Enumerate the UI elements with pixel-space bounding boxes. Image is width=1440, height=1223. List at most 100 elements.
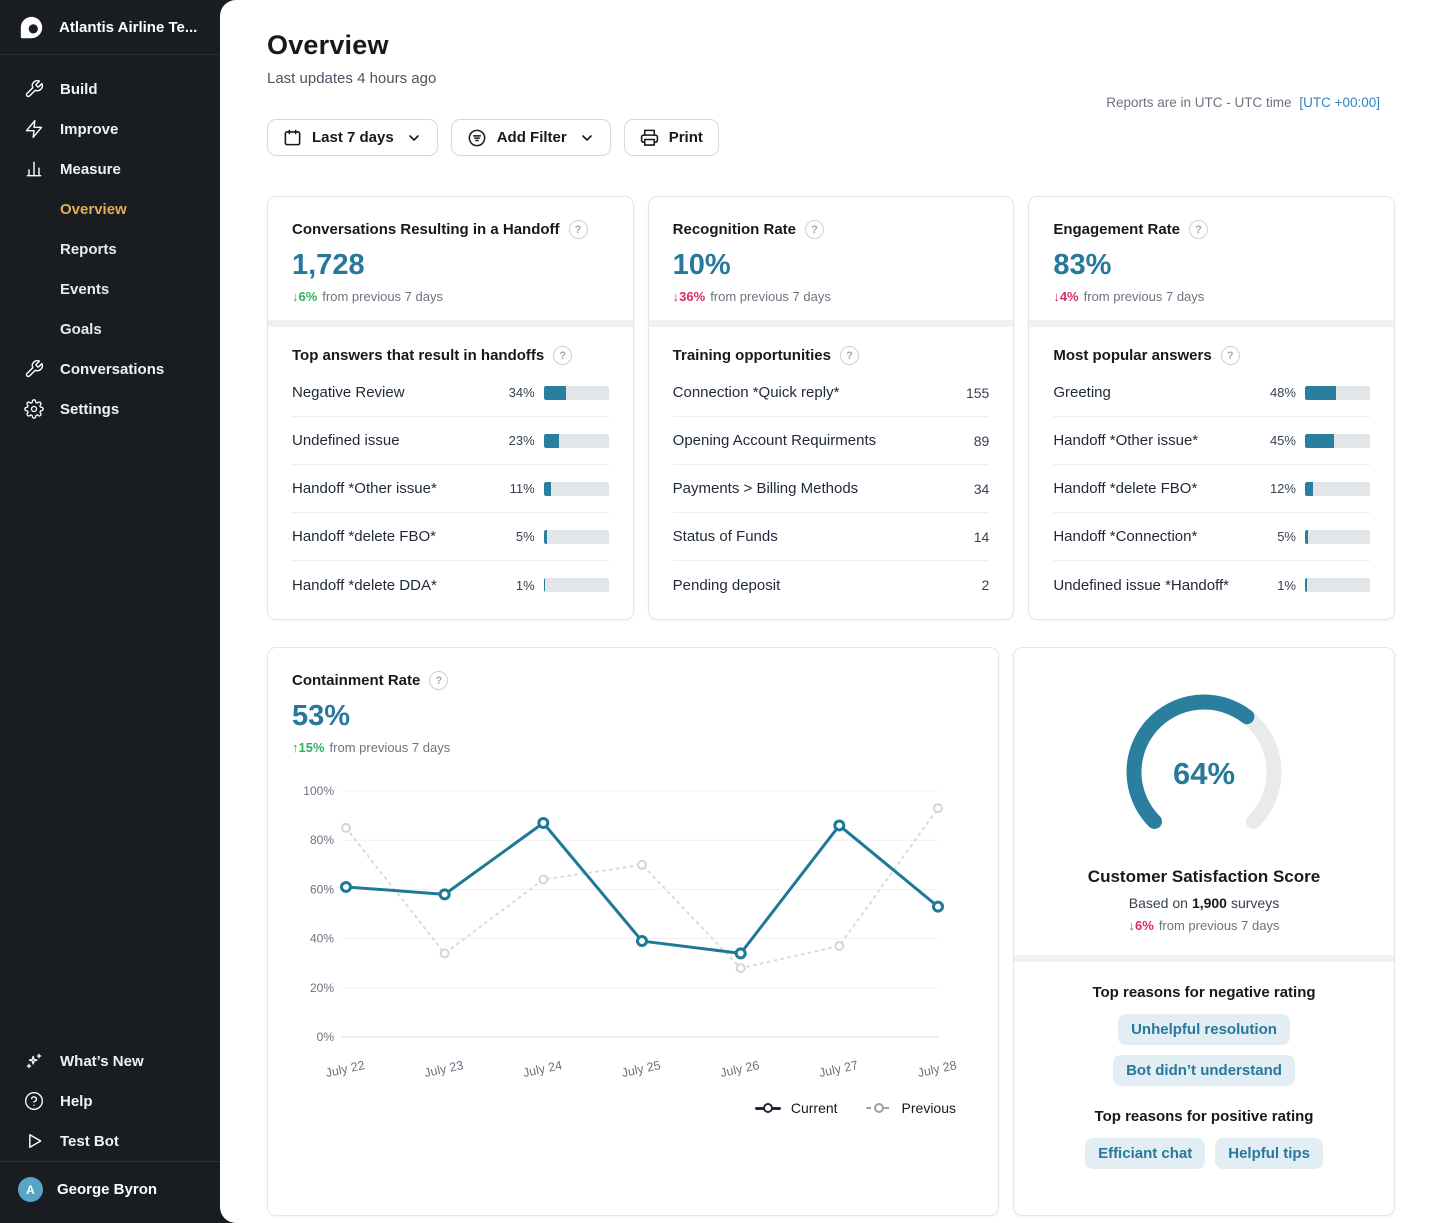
list-item[interactable]: Handoff *Connection* 5%: [1053, 513, 1370, 561]
legend-label: Previous: [902, 1100, 956, 1116]
sidebar-item-overview[interactable]: Overview: [0, 189, 220, 229]
workspace-switcher[interactable]: Atlantis Airline Te...: [0, 0, 220, 54]
section-title: Top answers that result in handoffs: [292, 347, 544, 364]
help-icon[interactable]: ?: [429, 671, 448, 690]
delta-value: ↓36%: [673, 289, 706, 304]
svg-text:July 27: July 27: [818, 1058, 860, 1080]
help-icon[interactable]: ?: [1189, 220, 1208, 239]
main-content: Overview Last updates 4 hours ago Report…: [220, 0, 1440, 1223]
percentage-bar: [1305, 386, 1370, 400]
containment-card: Containment Rate ? 53% ↑15%from previous…: [267, 647, 999, 1216]
sidebar-item-goals[interactable]: Goals: [0, 309, 220, 349]
list-item[interactable]: Status of Funds14: [673, 513, 990, 561]
delta-suffix: from previous 7 days: [1159, 918, 1280, 933]
metric-title: Conversations Resulting in a Handoff: [292, 221, 560, 238]
gauge-chart: 64%: [1104, 684, 1304, 846]
toolbar: Last 7 days Add Filter Print: [267, 119, 1395, 156]
sidebar-item-label: Settings: [60, 401, 119, 418]
date-range-button[interactable]: Last 7 days: [267, 119, 438, 156]
answer-pct: 5%: [1266, 529, 1296, 544]
reason-tag: Bot didn’t understand: [1113, 1055, 1295, 1086]
answer-pct: 1%: [1266, 578, 1296, 593]
timezone-link[interactable]: [UTC +00:00]: [1299, 95, 1380, 110]
section-title: Training opportunities: [673, 347, 831, 364]
help-icon[interactable]: ?: [840, 346, 859, 365]
reason-tag: Unhelpful resolution: [1118, 1014, 1290, 1045]
csat-card: 64% Customer Satisfaction Score Based on…: [1013, 647, 1395, 1216]
conversations-icon: [24, 359, 44, 379]
lightning-icon: [24, 119, 44, 139]
svg-text:July 24: July 24: [522, 1058, 564, 1080]
sidebar-item-measure[interactable]: Measure: [0, 149, 220, 189]
sidebar-item-settings[interactable]: Settings: [0, 389, 220, 429]
list-item[interactable]: Handoff *delete FBO*5%: [292, 513, 609, 561]
list-item[interactable]: Undefined issue *Handoff*1%: [1053, 561, 1370, 609]
metric-delta: ↓6%from previous 7 days: [292, 289, 609, 304]
svg-text:July 28: July 28: [916, 1058, 958, 1080]
percentage-bar: [1305, 482, 1370, 496]
sidebar-item-test-bot[interactable]: Test Bot: [0, 1121, 220, 1161]
legend-item-previous[interactable]: Previous: [866, 1100, 956, 1116]
workspace-name: Atlantis Airline Te...: [59, 19, 197, 36]
sidebar-footer: What’s New Help Test Bot A George Byron: [0, 1041, 220, 1223]
svg-text:0%: 0%: [317, 1030, 335, 1044]
answer-label: Greeting: [1053, 384, 1111, 401]
help-icon[interactable]: ?: [553, 346, 572, 365]
answer-label: Handoff *delete DDA*: [292, 577, 437, 594]
reason-tag: Efficiant chat: [1085, 1138, 1205, 1169]
sidebar-item-conversations[interactable]: Conversations: [0, 349, 220, 389]
sidebar-item-improve[interactable]: Improve: [0, 109, 220, 149]
answer-label: Handoff *Connection*: [1053, 528, 1197, 545]
charts-row: Containment Rate ? 53% ↑15% from previous…: [267, 647, 1395, 1216]
sidebar-item-events[interactable]: Events: [0, 269, 220, 309]
delta-suffix: from previous 7 days: [322, 289, 443, 304]
legend-item-current[interactable]: Current: [755, 1100, 838, 1116]
delta-value: ↓4%: [1053, 289, 1078, 304]
user-menu[interactable]: A George Byron: [0, 1161, 220, 1217]
answer-label: Negative Review: [292, 384, 405, 401]
metric-delta: ↓4%from previous 7 days: [1053, 289, 1370, 304]
topic-count: 14: [974, 529, 990, 545]
play-icon: [24, 1131, 44, 1151]
sidebar-item-build[interactable]: Build: [0, 69, 220, 109]
metric-value: 10%: [673, 249, 990, 282]
svg-text:July 25: July 25: [620, 1058, 662, 1080]
current-line-swatch: [755, 1107, 781, 1110]
bar-chart-icon: [24, 159, 44, 179]
print-button[interactable]: Print: [624, 119, 719, 156]
list-item[interactable]: Handoff *delete FBO*12%: [1053, 465, 1370, 513]
list-item[interactable]: Payments > Billing Methods34: [673, 465, 990, 513]
list-item[interactable]: Greeting48%: [1053, 369, 1370, 417]
list-item[interactable]: Opening Account Requirments89: [673, 417, 990, 465]
card-divider: [1029, 320, 1394, 327]
card-divider: [268, 320, 633, 327]
csat-delta: ↓6%from previous 7 days: [1038, 918, 1370, 933]
answer-label: Undefined issue: [292, 432, 400, 449]
sidebar-item-reports[interactable]: Reports: [0, 229, 220, 269]
topic-count: 155: [966, 385, 989, 401]
list-item[interactable]: Handoff *delete DDA*1%: [292, 561, 609, 609]
metrics-row: Conversations Resulting in a Handoff ? 1…: [267, 196, 1395, 620]
metric-value: 53%: [292, 700, 974, 733]
list-item[interactable]: Undefined issue23%: [292, 417, 609, 465]
list-item[interactable]: Handoff *Other issue*45%: [1053, 417, 1370, 465]
list-item[interactable]: Pending deposit2: [673, 561, 990, 609]
sidebar-item-label: Build: [60, 81, 98, 98]
help-icon[interactable]: ?: [1221, 346, 1240, 365]
sidebar-item-whats-new[interactable]: What’s New: [0, 1041, 220, 1081]
answer-label: Handoff *Other issue*: [292, 480, 437, 497]
topic-count: 34: [974, 481, 990, 497]
positive-reasons-heading: Top reasons for positive rating: [1032, 1108, 1376, 1125]
metric-title: Containment Rate: [292, 672, 420, 689]
list-item[interactable]: Connection *Quick reply*155: [673, 369, 990, 417]
card-divider: [649, 320, 1014, 327]
add-filter-button[interactable]: Add Filter: [451, 119, 611, 156]
recognition-card: Recognition Rate ? 10% ↓36%from previous…: [648, 196, 1015, 620]
help-icon[interactable]: ?: [569, 220, 588, 239]
list-item[interactable]: Negative Review34%: [292, 369, 609, 417]
metric-title: Engagement Rate: [1053, 221, 1180, 238]
delta-value: ↑15%: [292, 740, 325, 755]
sidebar-item-help[interactable]: Help: [0, 1081, 220, 1121]
help-icon[interactable]: ?: [805, 220, 824, 239]
list-item[interactable]: Handoff *Other issue*11%: [292, 465, 609, 513]
